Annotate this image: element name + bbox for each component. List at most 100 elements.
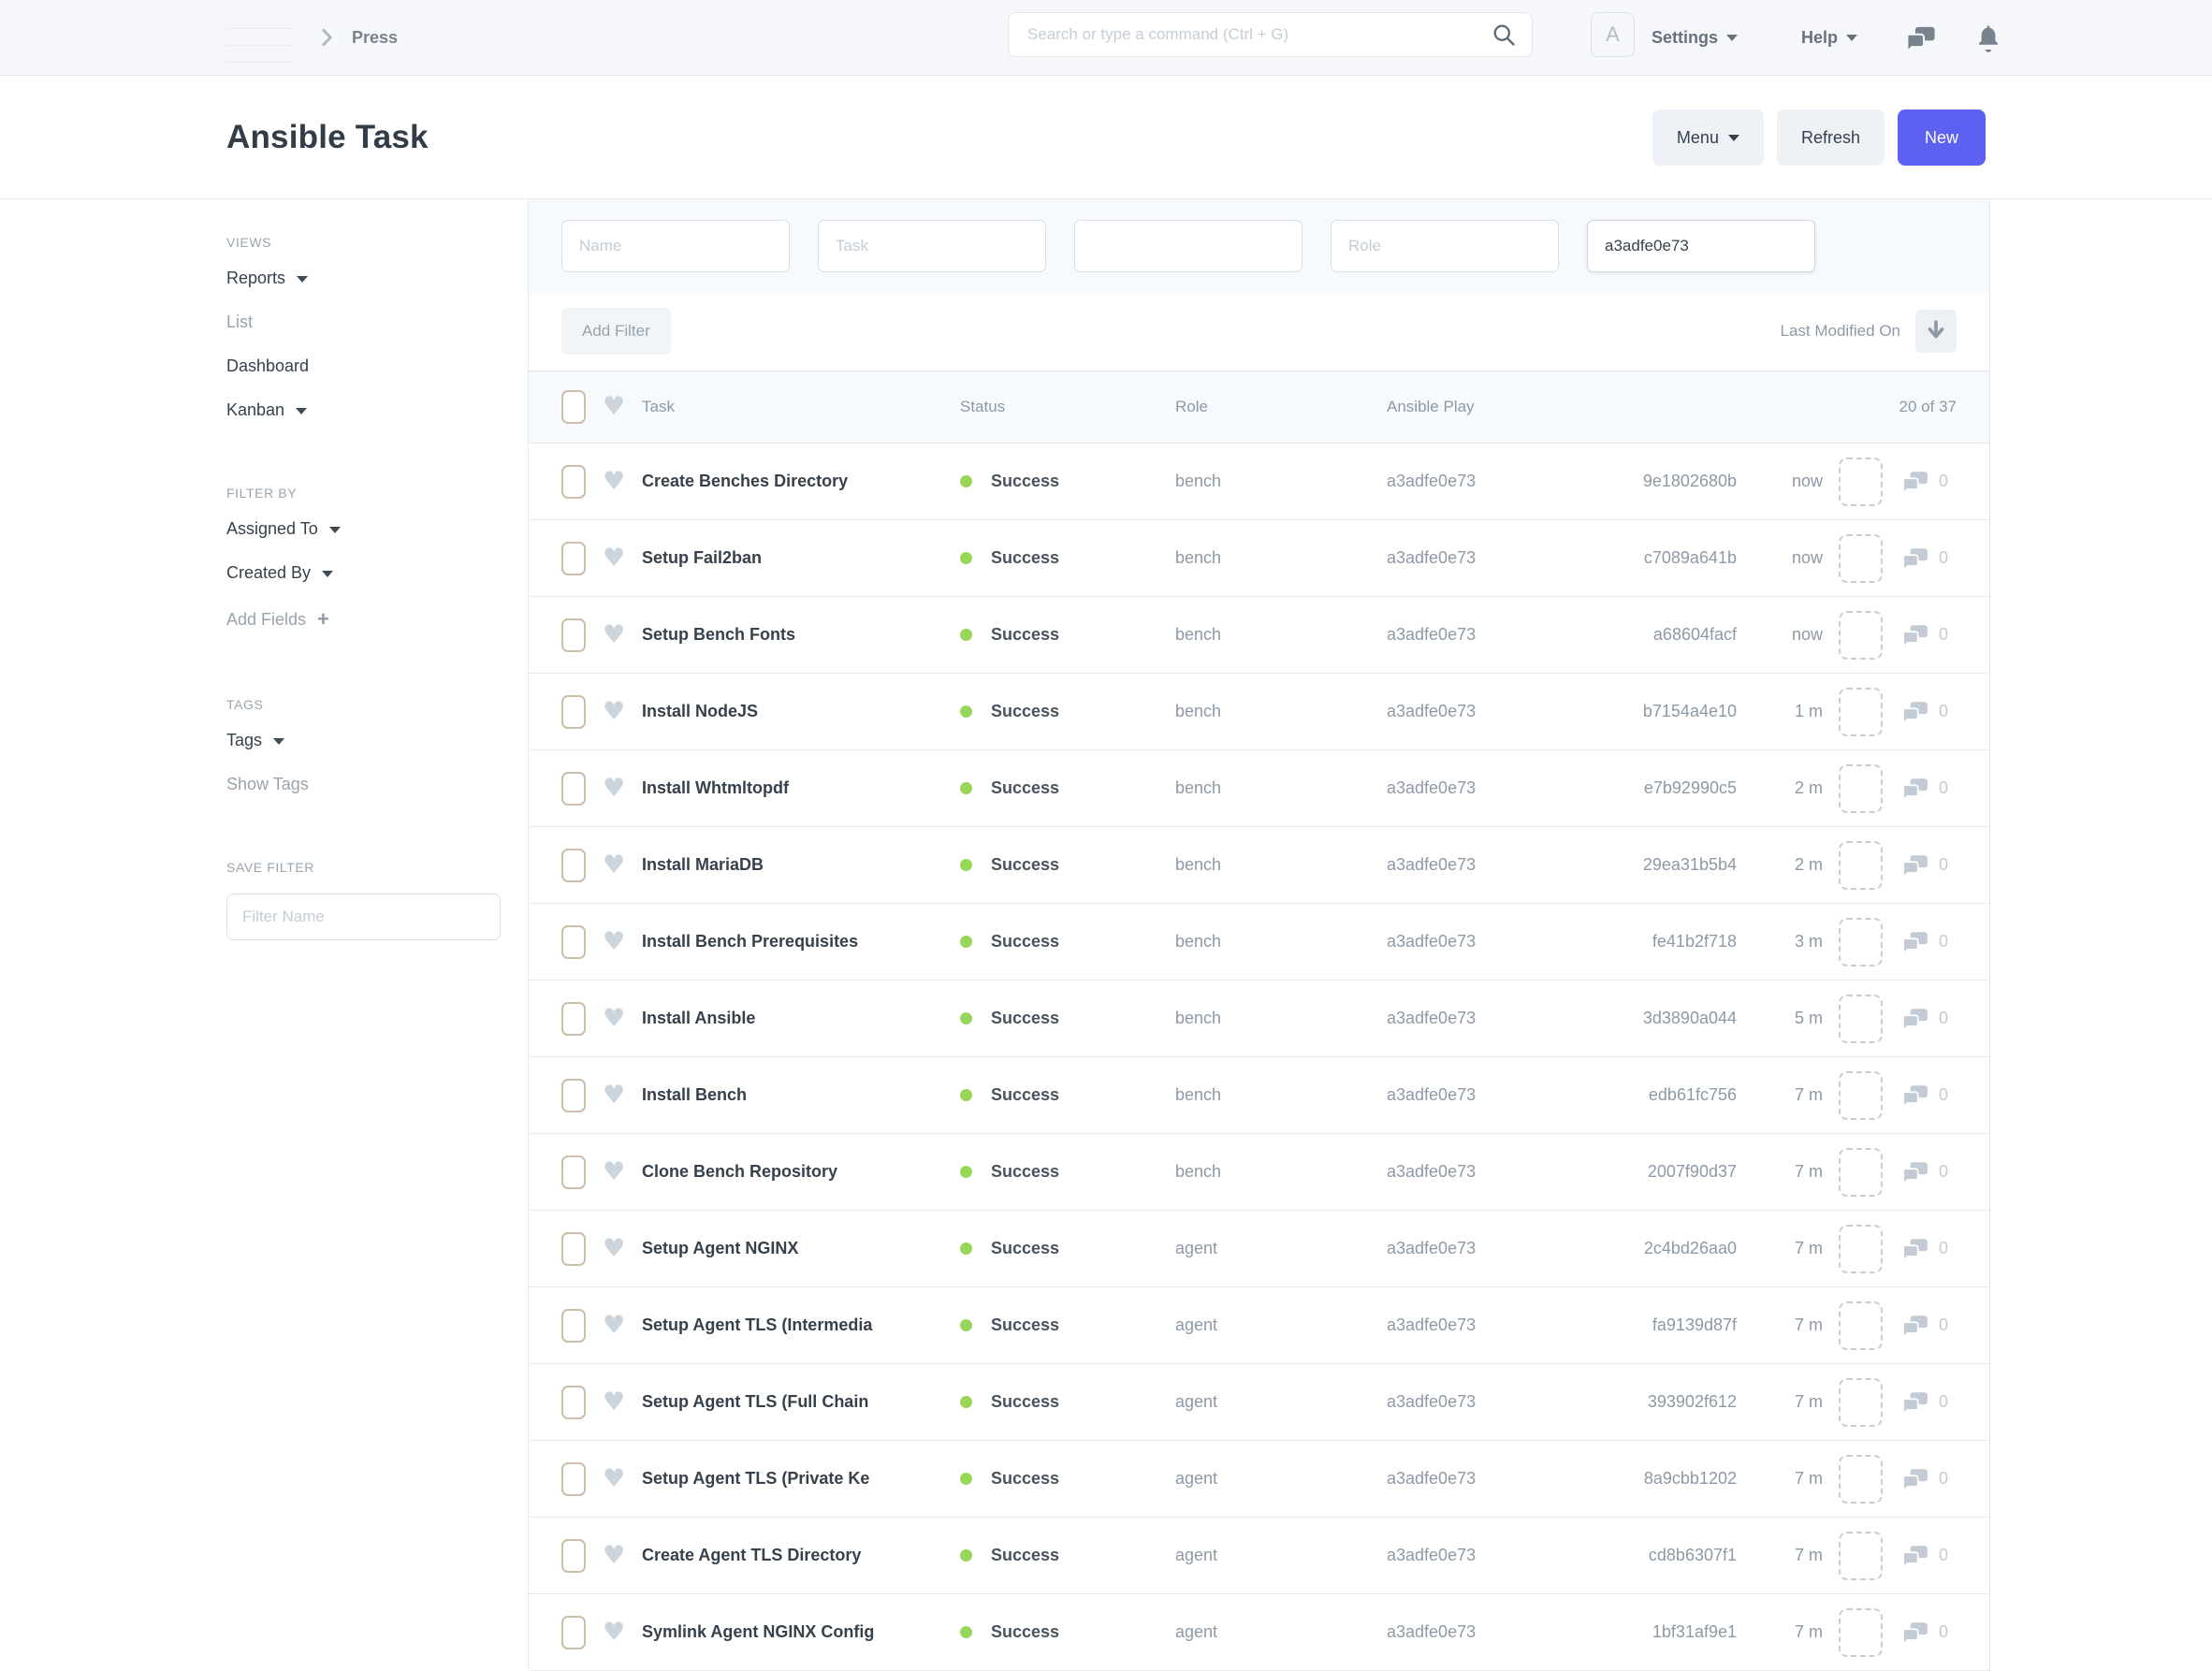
assign-placeholder[interactable] [1839,1147,1883,1197]
comment-count[interactable]: 0 [1901,470,1948,494]
assign-placeholder[interactable] [1839,994,1883,1043]
row-checkbox[interactable] [561,1615,586,1649]
header-role[interactable]: Role [1175,397,1208,415]
task-name-link[interactable]: Setup Agent TLS (Private Ke [642,1469,870,1488]
header-status[interactable]: Status [960,397,1006,415]
comment-count[interactable]: 0 [1901,1467,1948,1491]
heart-icon[interactable]: ♥ [603,1234,626,1263]
heart-icon[interactable]: ♥ [603,1541,626,1570]
assign-placeholder[interactable] [1839,610,1883,660]
header-ansible-play[interactable]: Ansible Play [1387,397,1475,415]
row-checkbox[interactable] [561,694,586,729]
table-row[interactable]: ♥ Create Agent TLS Directory Success age… [529,1518,1989,1594]
sidebar-item-assigned-to[interactable]: Assigned To [226,519,528,539]
heart-icon[interactable]: ♥ [603,1618,626,1647]
list-count[interactable]: 20 of 37 [1899,397,1957,415]
heart-icon[interactable]: ♥ [603,467,626,496]
sidebar-item-kanban[interactable]: Kanban [226,400,528,420]
settings-menu[interactable]: Settings [1652,0,1739,76]
avatar[interactable]: A [1591,12,1635,57]
bell-icon[interactable] [1974,0,2002,76]
comment-count[interactable]: 0 [1901,1083,1948,1108]
table-row[interactable]: ♥ Setup Agent TLS (Intermedia Success ag… [529,1287,1989,1364]
heart-icon[interactable]: ♥ [603,1004,626,1033]
row-checkbox[interactable] [561,541,586,575]
header-task[interactable]: Task [642,397,675,415]
task-name-link[interactable]: Install Bench [642,1085,748,1104]
task-name-link[interactable]: Setup Agent TLS (Intermedia [642,1315,873,1334]
search-input[interactable] [1009,25,1491,44]
task-name-link[interactable]: Install NodeJS [642,702,759,720]
table-row[interactable]: ♥ Symlink Agent NGINX Config Success age… [529,1594,1989,1671]
heart-icon[interactable]: ♥ [603,392,626,422]
sidebar-item-reports[interactable]: Reports [226,269,528,288]
task-name-link[interactable]: Symlink Agent NGINX Config [642,1622,875,1641]
filter-name-input[interactable] [226,894,501,940]
row-checkbox[interactable] [561,771,586,806]
sidebar-item-created-by[interactable]: Created By [226,563,528,583]
comment-count[interactable]: 0 [1901,930,1948,954]
sidebar-item-show-tags[interactable]: Show Tags [226,775,309,793]
sidebar-item-add-fields[interactable]: Add Fields + [226,607,329,631]
sort-field-label[interactable]: Last Modified On [1780,322,1900,341]
task-name-link[interactable]: Install Bench Prerequisites [642,932,859,951]
table-row[interactable]: ♥ Install NodeJS Success bench a3adfe0e7… [529,674,1989,750]
assign-placeholder[interactable] [1839,533,1883,583]
assign-placeholder[interactable] [1839,1300,1883,1350]
table-row[interactable]: ♥ Install Whtmltopdf Success bench a3adf… [529,750,1989,827]
sort-direction-button[interactable] [1915,310,1957,354]
table-row[interactable]: ♥ Install Bench Prerequisites Success be… [529,904,1989,981]
row-checkbox[interactable] [561,1155,586,1189]
comment-count[interactable]: 0 [1901,700,1948,724]
filter-input-ansible-play[interactable] [1587,219,1815,272]
task-name-link[interactable]: Setup Agent NGINX [642,1239,799,1257]
sidebar-item-list[interactable]: List [226,312,254,331]
heart-icon[interactable]: ♥ [603,697,626,726]
row-checkbox[interactable] [561,1001,586,1036]
sidebar-item-tags[interactable]: Tags [226,731,528,750]
row-checkbox[interactable] [561,464,586,499]
table-row[interactable]: ♥ Install MariaDB Success bench a3adfe0e… [529,827,1989,904]
assign-placeholder[interactable] [1839,1377,1883,1427]
table-row[interactable]: ♥ Setup Fail2ban Success bench a3adfe0e7… [529,520,1989,597]
row-checkbox[interactable] [561,848,586,882]
new-button[interactable]: New [1897,109,1986,166]
breadcrumb[interactable]: Press [352,27,399,47]
task-name-link[interactable]: Install Ansible [642,1009,756,1027]
filter-input-status[interactable] [1074,219,1302,272]
assign-placeholder[interactable] [1839,687,1883,736]
assign-placeholder[interactable] [1839,457,1883,506]
task-name-link[interactable]: Setup Fail2ban [642,548,763,567]
task-name-link[interactable]: Install MariaDB [642,855,764,874]
select-all-checkbox[interactable] [561,389,586,424]
heart-icon[interactable]: ♥ [603,544,626,573]
row-checkbox[interactable] [561,1308,586,1343]
filter-input-role[interactable] [1331,219,1559,272]
add-filter-button[interactable]: Add Filter [561,308,671,356]
chat-icon[interactable] [1905,0,1937,76]
table-row[interactable]: ♥ Install Ansible Success bench a3adfe0e… [529,981,1989,1057]
assign-placeholder[interactable] [1839,1607,1883,1657]
row-checkbox[interactable] [561,924,586,959]
task-name-link[interactable]: Install Whtmltopdf [642,778,789,797]
menu-button[interactable]: Menu [1652,109,1764,166]
comment-count[interactable]: 0 [1901,1620,1948,1645]
row-checkbox[interactable] [561,1231,586,1266]
comment-count[interactable]: 0 [1901,1160,1948,1184]
app-logo-icon[interactable] [226,14,292,63]
assign-placeholder[interactable] [1839,1070,1883,1120]
row-checkbox[interactable] [561,1385,586,1419]
assign-placeholder[interactable] [1839,1531,1883,1580]
search-icon[interactable] [1491,22,1517,48]
table-row[interactable]: ♥ Setup Agent TLS (Private Ke Success ag… [529,1441,1989,1518]
sidebar-item-dashboard[interactable]: Dashboard [226,356,310,375]
table-row[interactable]: ♥ Create Benches Directory Success bench… [529,443,1989,520]
assign-placeholder[interactable] [1839,917,1883,966]
comment-count[interactable]: 0 [1901,623,1948,647]
task-name-link[interactable]: Create Benches Directory [642,472,849,490]
row-checkbox[interactable] [561,1461,586,1496]
comment-count[interactable]: 0 [1901,1237,1948,1261]
heart-icon[interactable]: ♥ [603,927,626,956]
refresh-button[interactable]: Refresh [1776,109,1885,166]
filter-input-task[interactable] [818,219,1046,272]
